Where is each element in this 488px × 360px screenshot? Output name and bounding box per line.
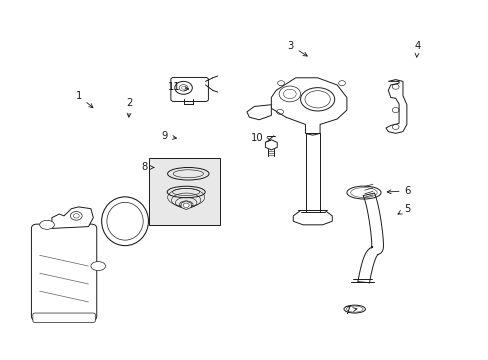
- Circle shape: [283, 89, 296, 99]
- Text: 10: 10: [251, 133, 270, 143]
- Text: 1: 1: [75, 91, 93, 108]
- Polygon shape: [265, 140, 277, 150]
- Polygon shape: [271, 78, 346, 135]
- Ellipse shape: [91, 262, 105, 271]
- Ellipse shape: [346, 306, 362, 312]
- Text: 2: 2: [126, 98, 133, 117]
- Polygon shape: [246, 105, 271, 120]
- Text: 8: 8: [141, 162, 154, 172]
- FancyBboxPatch shape: [170, 77, 208, 102]
- Text: 7: 7: [343, 306, 356, 316]
- Text: 3: 3: [287, 41, 306, 56]
- Ellipse shape: [40, 220, 54, 229]
- Circle shape: [179, 85, 187, 91]
- Polygon shape: [293, 211, 331, 225]
- Circle shape: [183, 203, 189, 207]
- FancyBboxPatch shape: [33, 313, 95, 322]
- Bar: [149, 158, 220, 225]
- Text: 9: 9: [162, 131, 176, 141]
- Ellipse shape: [350, 188, 376, 198]
- Ellipse shape: [173, 170, 203, 178]
- Text: 11: 11: [167, 82, 188, 92]
- Polygon shape: [181, 201, 191, 210]
- FancyBboxPatch shape: [31, 224, 97, 320]
- Circle shape: [181, 86, 185, 89]
- Ellipse shape: [305, 91, 330, 108]
- Polygon shape: [385, 80, 406, 134]
- Ellipse shape: [167, 186, 205, 198]
- Text: 4: 4: [414, 41, 420, 57]
- Ellipse shape: [107, 202, 143, 240]
- Circle shape: [73, 214, 79, 218]
- Polygon shape: [52, 207, 93, 228]
- Ellipse shape: [172, 188, 200, 195]
- Text: 5: 5: [397, 204, 410, 214]
- Text: 6: 6: [386, 186, 410, 196]
